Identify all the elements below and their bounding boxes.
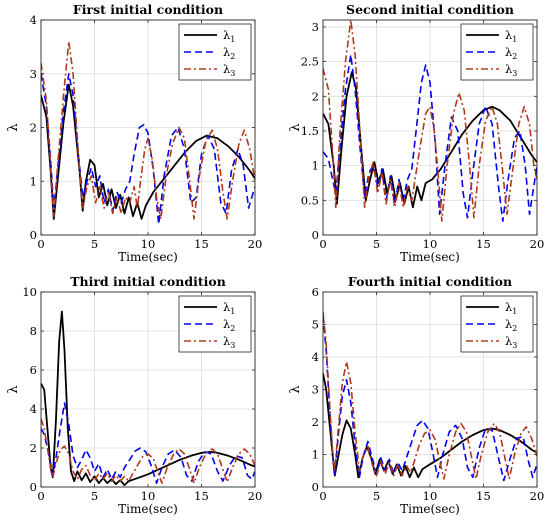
chart-title: First initial condition [73, 2, 223, 17]
chart-panel-4: 0 5 10 15 20 0 1 2 3 4 5 6 Fourth initial condition T… [288, 274, 544, 516]
legend-label-lambda-1: λ1 [505, 300, 517, 316]
x-tick-label: 5 [91, 237, 98, 251]
x-axis-label: Time(sec) [118, 250, 178, 264]
y-tick-label: 1 [312, 159, 319, 173]
legend-label-lambda-2: λ2 [223, 45, 235, 61]
y-axis-label: λ [6, 385, 21, 393]
legend-label-lambda-2: λ2 [505, 317, 517, 333]
x-tick-label: 20 [530, 489, 545, 503]
y-tick-label: 6 [312, 285, 319, 299]
y-axis-label: λ [288, 385, 303, 393]
x-tick-label: 0 [319, 237, 326, 251]
legend-label-lambda-3: λ3 [223, 334, 235, 350]
x-tick-label: 20 [530, 237, 545, 251]
legend-label-lambda-3: λ3 [223, 62, 235, 78]
x-axis-label: Time(sec) [118, 502, 178, 516]
x-axis-label: Time(sec) [400, 250, 460, 264]
y-tick-label: 2 [312, 89, 319, 103]
y-tick-label: 0 [30, 228, 37, 242]
chart-title: Second initial condition [346, 2, 514, 17]
y-tick-label: 3 [312, 383, 319, 397]
x-tick-label: 5 [373, 237, 380, 251]
y-tick-label: 6 [30, 363, 37, 377]
x-axis-label: Time(sec) [400, 502, 460, 516]
series-line-lambda-2 [323, 53, 537, 222]
y-tick-label: 2 [30, 121, 37, 135]
x-tick-label: 5 [373, 489, 380, 503]
y-tick-label: 0 [312, 228, 319, 242]
y-tick-label: 5 [312, 318, 319, 332]
x-tick-label: 15 [476, 489, 491, 503]
series-line-lambda-3 [41, 418, 255, 484]
series-line-lambda-1 [41, 310, 255, 486]
y-tick-label: 0.5 [301, 193, 319, 207]
series-line-lambda-3 [323, 311, 537, 480]
y-tick-label: 1 [30, 174, 37, 188]
legend-label-lambda-3: λ3 [505, 62, 517, 78]
series-group [41, 40, 255, 226]
y-tick-label: 3 [312, 20, 319, 34]
series-line-lambda-2 [41, 402, 255, 484]
series-group [41, 310, 255, 486]
x-tick-label: 5 [91, 489, 98, 503]
x-tick-label: 0 [37, 489, 44, 503]
series-line-lambda-3 [323, 20, 537, 222]
y-tick-label: 1.5 [301, 124, 319, 138]
legend-label-lambda-1: λ1 [223, 300, 235, 316]
y-tick-label: 4 [30, 402, 37, 416]
x-tick-label: 10 [141, 237, 156, 251]
y-axis-label: λ [6, 123, 21, 131]
chart-panel-1: 0 5 10 15 20 0 1 2 3 4 First initial condition Time… [6, 2, 262, 264]
x-tick-label: 15 [194, 489, 209, 503]
y-tick-label: 2 [30, 441, 37, 455]
legend-label-lambda-3: λ3 [505, 334, 517, 350]
x-tick-label: 10 [423, 489, 438, 503]
legend-label-lambda-2: λ2 [505, 45, 517, 61]
y-tick-label: 3 [30, 67, 37, 81]
legend-label-lambda-1: λ1 [505, 28, 517, 44]
x-tick-label: 10 [141, 489, 156, 503]
x-tick-label: 15 [194, 237, 209, 251]
y-tick-label: 0 [30, 480, 37, 494]
x-tick-label: 0 [37, 237, 44, 251]
chart-title: Third initial condition [70, 274, 226, 289]
y-tick-label: 8 [30, 324, 37, 338]
y-axis-label: λ [288, 123, 303, 131]
series-line-lambda-2 [323, 314, 537, 482]
y-tick-label: 10 [22, 285, 37, 299]
x-tick-label: 20 [248, 489, 263, 503]
y-tick-label: 4 [30, 13, 37, 27]
y-tick-label: 2 [312, 415, 319, 429]
x-tick-label: 10 [423, 237, 438, 251]
x-tick-label: 0 [319, 489, 326, 503]
y-tick-label: 2.5 [301, 55, 319, 69]
legend-label-lambda-2: λ2 [223, 317, 235, 333]
chart-panel-2: 0 5 10 15 20 0 0.5 1 1.5 2 2.5 3 Second initial cond… [288, 2, 544, 264]
chart-title: Fourth initial condition [348, 274, 512, 289]
legend-label-lambda-1: λ1 [223, 28, 235, 44]
series-line-lambda-3 [41, 40, 255, 220]
x-tick-label: 15 [476, 237, 491, 251]
series-group [323, 20, 537, 222]
series-line-lambda-2 [41, 73, 255, 226]
series-group [323, 311, 537, 482]
chart-panel-3: 0 5 10 15 20 0 2 4 6 8 10 Third initial condition Ti… [6, 274, 262, 516]
y-tick-label: 0 [312, 480, 319, 494]
y-tick-label: 4 [312, 350, 319, 364]
y-tick-label: 1 [312, 448, 319, 462]
x-tick-label: 20 [248, 237, 263, 251]
